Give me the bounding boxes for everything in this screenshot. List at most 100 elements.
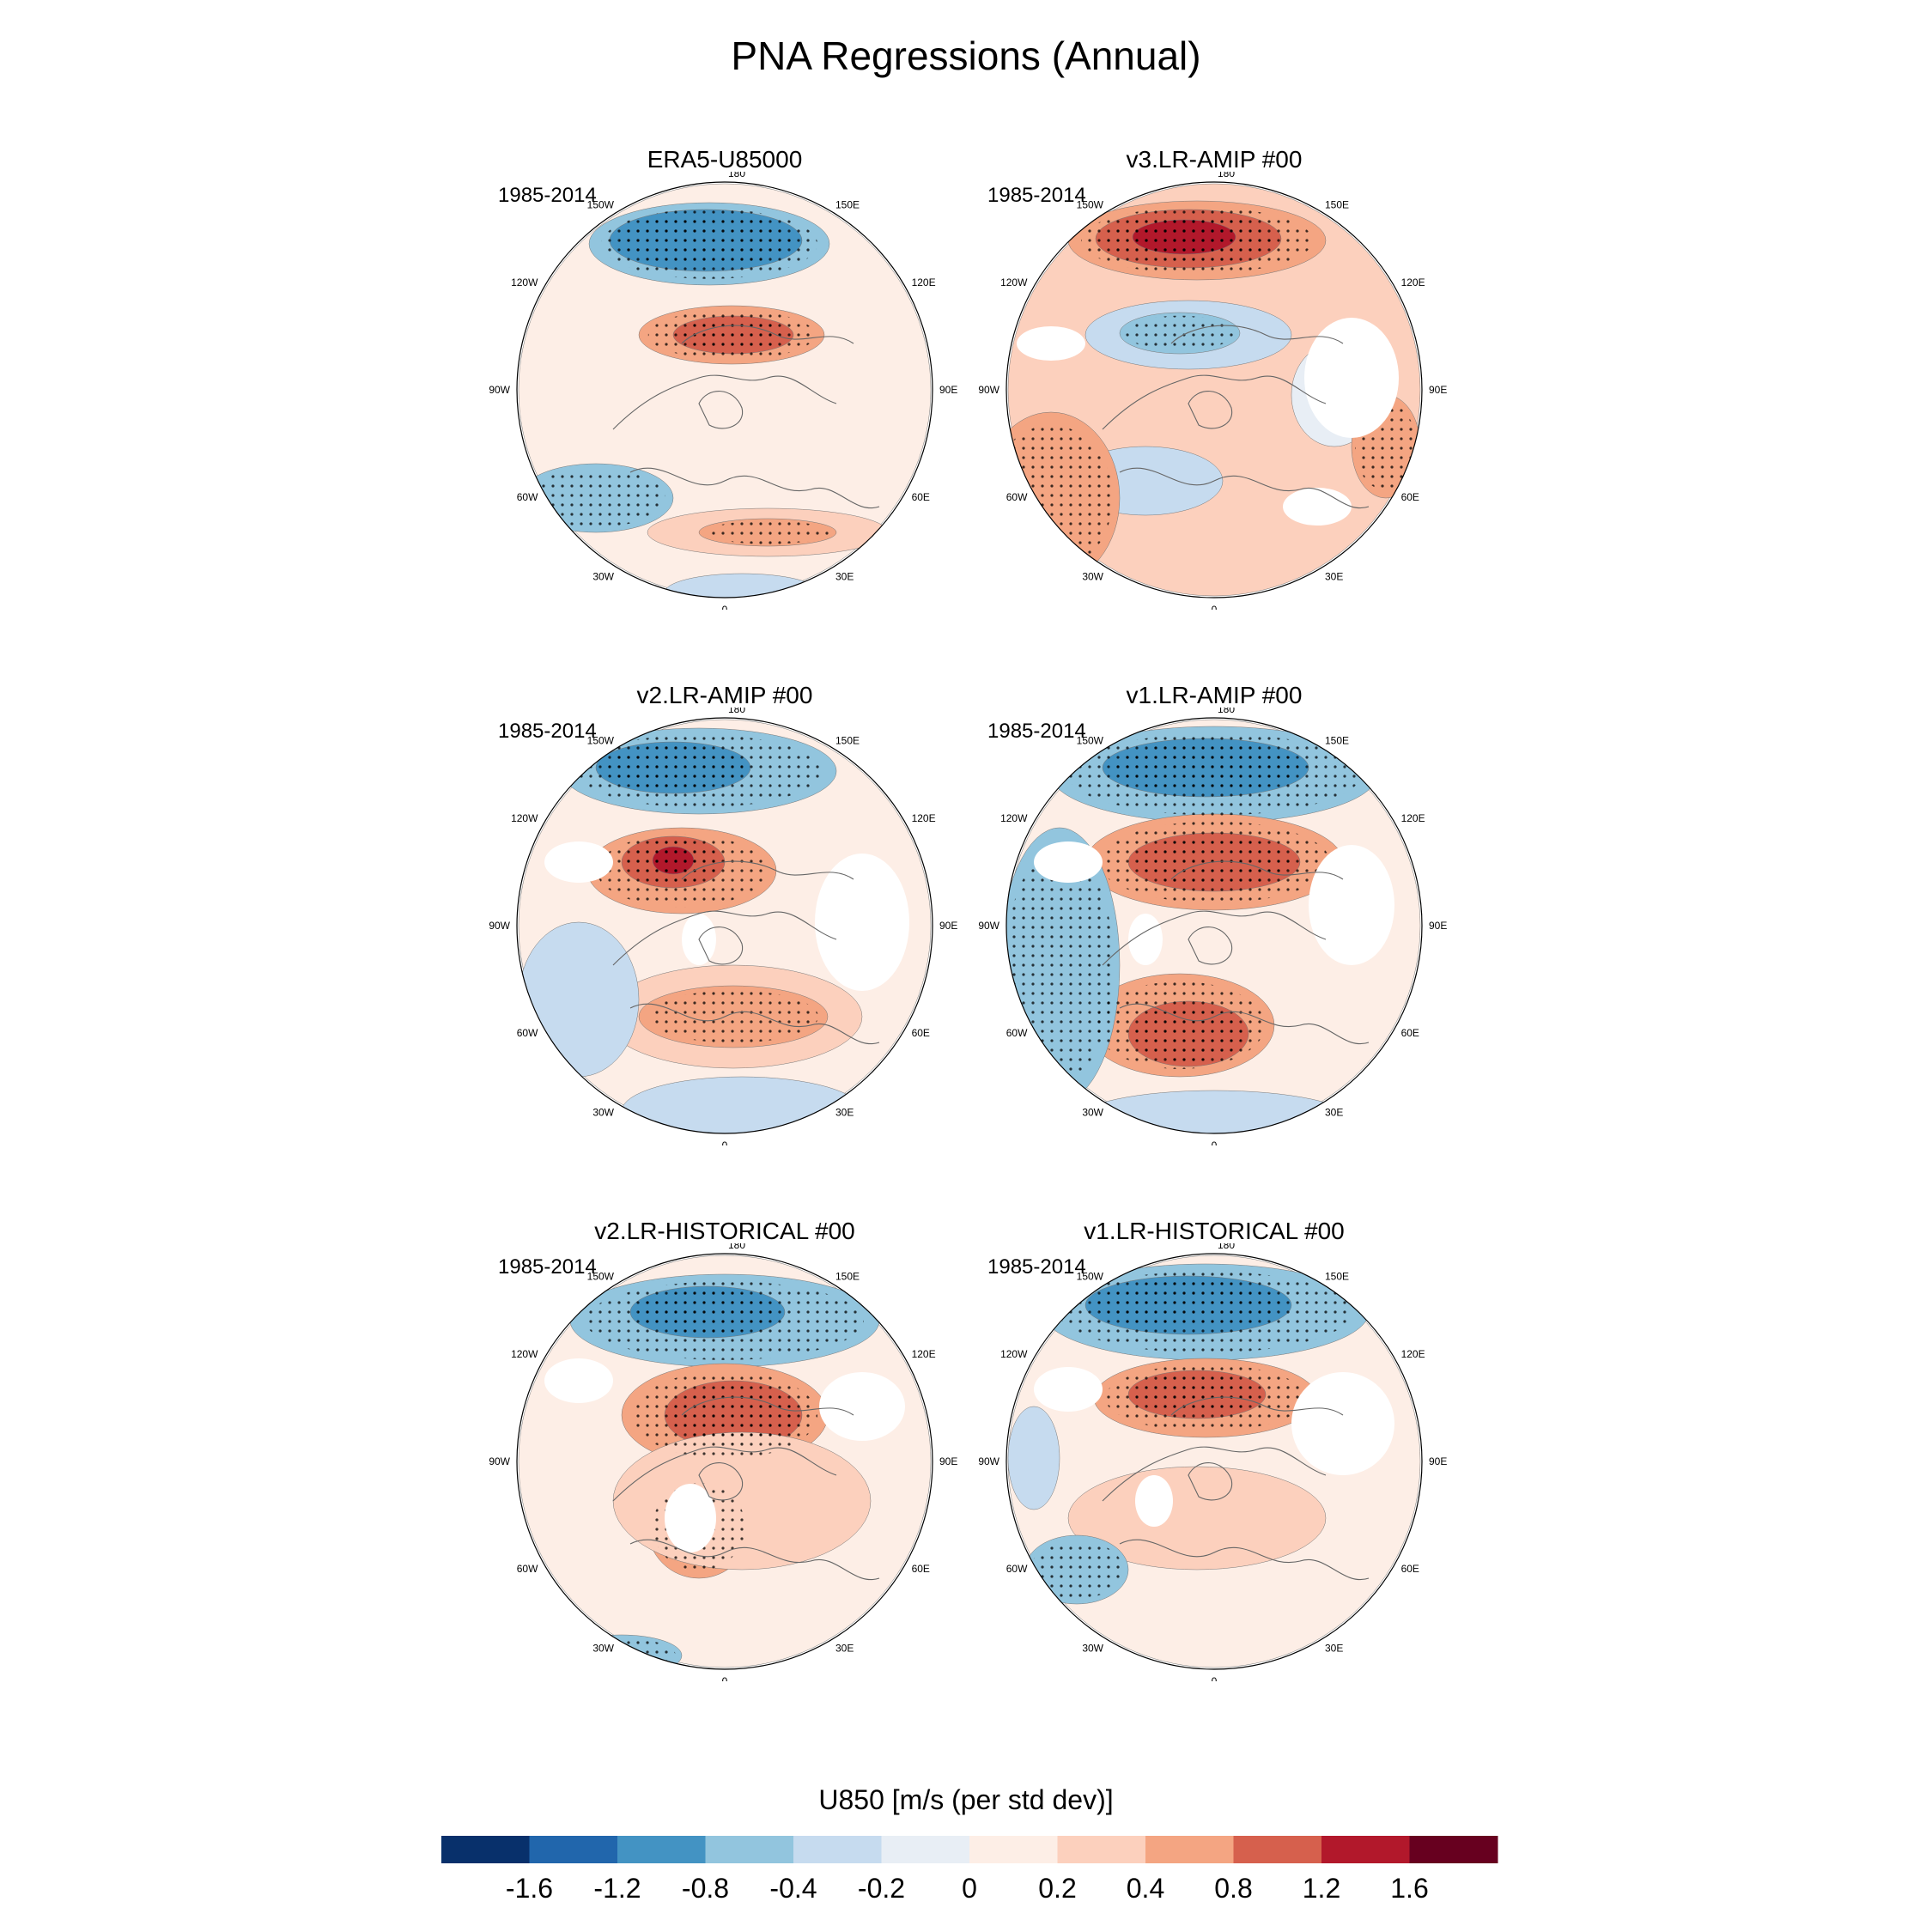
colorbar-swatch <box>881 1836 970 1863</box>
panel-period: 1985-2014 <box>987 1255 1086 1279</box>
longitude-label: 120W <box>1000 1348 1028 1360</box>
colorbar-swatch <box>705 1836 794 1863</box>
significance-stipple <box>706 520 829 544</box>
colorbar-swatch <box>1321 1836 1410 1863</box>
longitude-label: 180 <box>1218 172 1235 179</box>
longitude-label: 150W <box>1077 734 1104 746</box>
longitude-label: 30E <box>835 1643 854 1655</box>
longitude-label: 150E <box>1325 1270 1349 1282</box>
colorbar-tick-label: 1.2 <box>1303 1873 1340 1904</box>
coastlines <box>1102 325 1370 509</box>
significance-stipple <box>604 745 743 790</box>
anomaly-contour <box>1067 1466 1327 1571</box>
longitude-label: 30W <box>592 1643 614 1655</box>
masked-region <box>1135 1475 1173 1527</box>
anomaly-field <box>518 183 932 598</box>
map-panel-v1-historical: v1.LR-HISTORICAL #00 1985-2014 180 150E 12… <box>974 1218 1455 1681</box>
panel-period: 1985-2014 <box>498 1255 597 1279</box>
longitude-label: 30E <box>1325 571 1343 583</box>
masked-region <box>1309 845 1394 965</box>
panel-title: v1.LR-HISTORICAL #00 <box>1084 1218 1345 1244</box>
longitude-label: 0 <box>1212 604 1218 610</box>
panel-period: 1985-2014 <box>498 184 597 207</box>
longitude-label: 180 <box>728 708 745 715</box>
panel-title: v1.LR-AMIP #00 <box>1126 682 1303 708</box>
panel-period: 1985-2014 <box>498 720 597 743</box>
significance-stipple <box>638 1290 777 1334</box>
masked-region <box>1017 326 1085 361</box>
longitude-label: 150W <box>1077 1270 1104 1282</box>
colorbar-tick-label: 0.8 <box>1214 1873 1252 1904</box>
masked-region <box>815 854 909 991</box>
anomaly-field <box>1006 183 1421 597</box>
longitude-label: 150E <box>835 1270 860 1282</box>
colorbar-swatch <box>617 1836 706 1863</box>
polar-map: 180 150E 120E 90E 60E 30E 0 30W 60W 90W 120W 150W <box>489 172 957 610</box>
anomaly-contour <box>518 921 640 1078</box>
longitude-label: 120E <box>912 812 936 824</box>
masked-region <box>1283 488 1352 526</box>
anomaly-field <box>518 1255 932 1669</box>
longitude-label: 120W <box>1000 276 1028 289</box>
polar-map: 180 150E 120E 90E 60E 30E 0 30W 60W 90W 120W 150W <box>489 1243 957 1681</box>
colorbar-swatch <box>1409 1836 1498 1863</box>
masked-region <box>1304 318 1399 438</box>
longitude-label: 180 <box>728 172 745 179</box>
anomaly-contour <box>621 1076 863 1133</box>
map-panel-v2-historical: v2.LR-HISTORICAL #00 1985-2014 180 150E 12… <box>484 1218 965 1681</box>
colorbar-tick-label: 1.6 <box>1390 1873 1428 1904</box>
longitude-label: 30W <box>1082 1643 1103 1655</box>
coastlines <box>612 1396 880 1581</box>
panel-title: v2.LR-HISTORICAL #00 <box>594 1218 855 1244</box>
longitude-label: 150W <box>1077 198 1104 210</box>
longitude-label: 90E <box>1429 384 1447 396</box>
significance-stipple <box>1113 743 1298 793</box>
map-boundary <box>516 1253 933 1670</box>
longitude-label: 150E <box>1325 198 1349 210</box>
colorbar-title: U850 [m/s (per std dev)] <box>818 1784 1114 1815</box>
longitude-label: 90E <box>939 384 957 396</box>
masked-region <box>1034 1367 1103 1412</box>
longitude-label: 180 <box>728 1243 745 1251</box>
colorbar-swatch <box>1233 1836 1322 1863</box>
significance-stipple <box>1030 1540 1123 1599</box>
map-panel-v2-amip: v2.LR-AMIP #00 1985-2014 180 150E 120E 90E 6… <box>484 682 965 1145</box>
longitude-label: 30W <box>592 1107 614 1119</box>
map-boundary <box>1005 181 1423 598</box>
longitude-label: 30E <box>1325 1107 1343 1119</box>
panel-title: v2.LR-AMIP #00 <box>636 682 813 708</box>
longitude-label: 120W <box>511 276 538 289</box>
longitude-label: 150E <box>835 198 860 210</box>
longitude-label: 0 <box>722 1675 728 1681</box>
longitude-label: 30E <box>835 571 854 583</box>
masked-region <box>1034 841 1103 883</box>
polar-map: 180 150E 120E 90E 60E 30E 0 30W 60W 90W 120W 150W <box>978 708 1447 1145</box>
colorbar-swatch <box>1145 1836 1234 1863</box>
anomaly-contour <box>1007 1406 1060 1510</box>
longitude-label: 90W <box>489 384 510 396</box>
longitude-label: 150W <box>587 1270 615 1282</box>
longitude-label: 180 <box>1218 708 1235 715</box>
map-boundary <box>516 181 933 598</box>
map-panel-v1-amip: v1.LR-AMIP #00 1985-2014 180 150E 120E 90E 6… <box>974 682 1455 1145</box>
longitude-label: 120E <box>1401 276 1425 289</box>
longitude-label: 30W <box>592 571 614 583</box>
longitude-label: 60E <box>1401 491 1419 503</box>
colorbar-swatch <box>969 1836 1058 1863</box>
longitude-label: 150E <box>835 734 860 746</box>
colorbar-swatch <box>529 1836 618 1863</box>
longitude-label: 0 <box>1212 1139 1218 1145</box>
longitude-label: 120E <box>912 276 936 289</box>
longitude-label: 60E <box>912 1563 930 1575</box>
figure-title: PNA Regressions (Annual) <box>731 33 1201 78</box>
anomaly-contour <box>664 573 820 598</box>
longitude-label: 0 <box>1212 1675 1218 1681</box>
panel-title: ERA5-U85000 <box>647 146 803 173</box>
colorbar-swatch <box>793 1836 882 1863</box>
colorbar-tick-label: -1.2 <box>593 1873 641 1904</box>
longitude-label: 180 <box>1218 1243 1235 1251</box>
masked-region <box>544 1358 613 1403</box>
coastlines <box>612 860 880 1045</box>
map-boundary <box>1005 717 1423 1134</box>
